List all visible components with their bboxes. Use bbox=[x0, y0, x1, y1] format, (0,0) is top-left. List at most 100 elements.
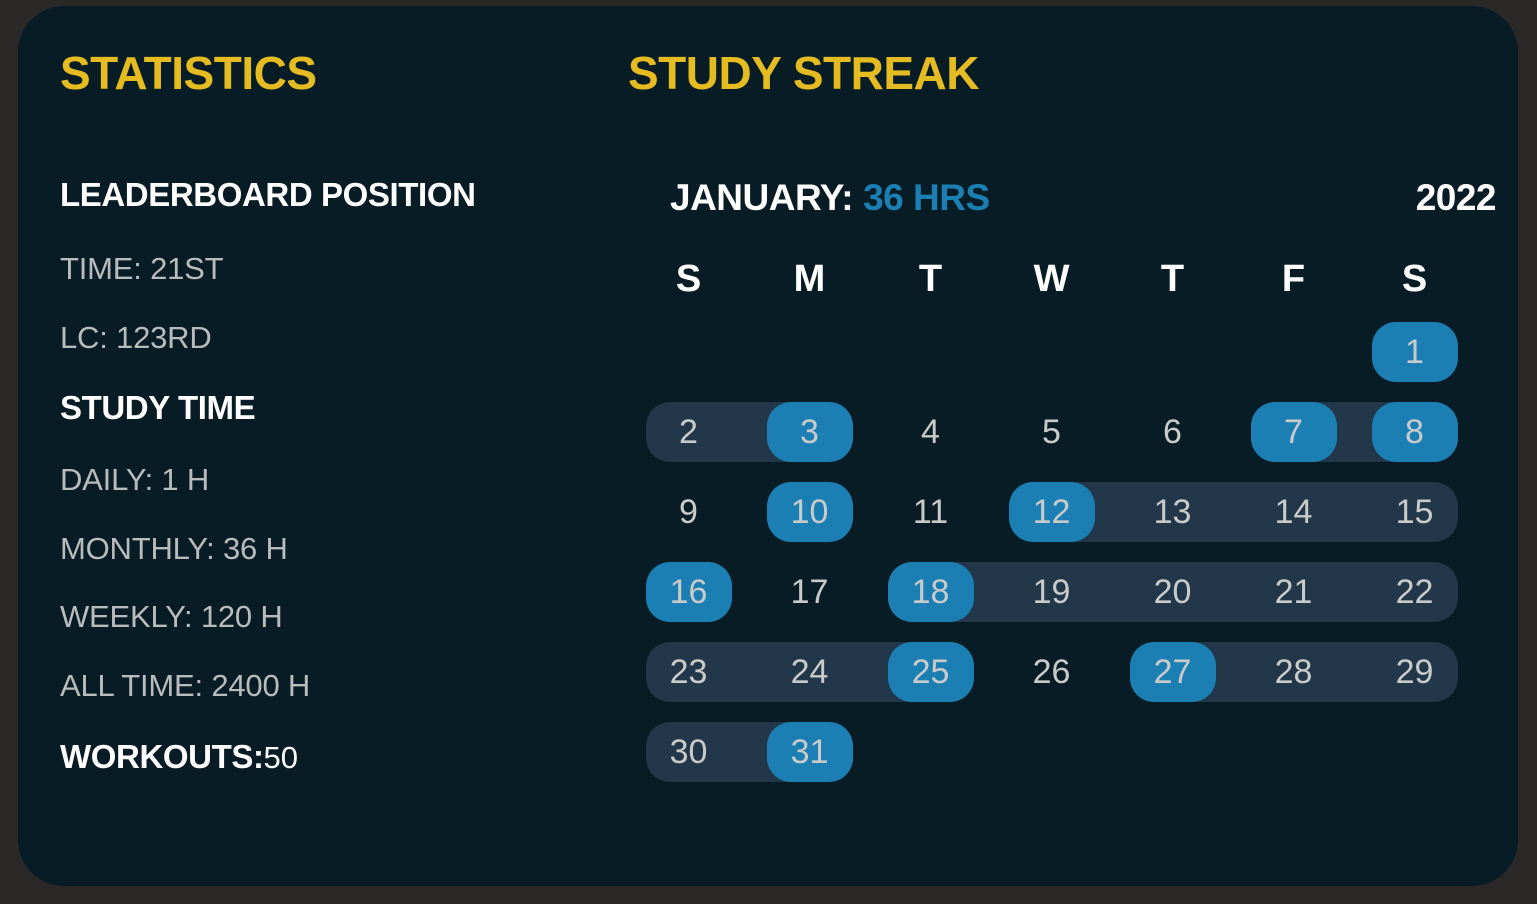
streak-month-label: JANUARY: bbox=[670, 177, 854, 218]
streak-active-pill bbox=[887, 642, 974, 702]
streak-active-pill bbox=[1371, 322, 1458, 382]
calendar-day-number: 28 bbox=[1274, 653, 1313, 691]
workouts-label: WORKOUTS: bbox=[60, 738, 264, 775]
calendar-day[interactable]: 22 bbox=[1354, 552, 1475, 632]
calendar-day-empty bbox=[749, 312, 870, 392]
stats-card: STATISTICS LEADERBOARD POSITION TIME: 21… bbox=[18, 6, 1518, 886]
calendar-day[interactable]: 30 bbox=[628, 712, 749, 792]
calendar-day[interactable]: 29 bbox=[1354, 632, 1475, 712]
calendar-day-number: 18 bbox=[911, 573, 950, 611]
calendar-day-empty bbox=[1112, 312, 1233, 392]
calendar-day[interactable]: 17 bbox=[749, 552, 870, 632]
calendar-day-number: 3 bbox=[800, 413, 819, 451]
workouts-row: WORKOUTS:50 bbox=[60, 740, 298, 773]
calendar-week-row: 9 10 11 12 13 14 15 bbox=[628, 472, 1496, 552]
calendar-day-active[interactable]: 25 bbox=[870, 632, 991, 712]
streak-year: 2022 bbox=[1415, 177, 1497, 218]
calendar-day[interactable]: 5 bbox=[991, 392, 1112, 472]
calendar-day-active[interactable]: 7 bbox=[1233, 392, 1354, 472]
calendar-day-active[interactable]: 18 bbox=[870, 552, 991, 632]
calendar-dow-cell: T bbox=[1112, 246, 1233, 312]
leaderboard-position-heading: LEADERBOARD POSITION bbox=[60, 176, 476, 213]
calendar-day-number: 25 bbox=[911, 653, 950, 691]
calendar-day-active[interactable]: 12 bbox=[991, 472, 1112, 552]
calendar-week-row: 16 17 18 19 20 21 22 bbox=[628, 552, 1496, 632]
calendar-day[interactable]: 15 bbox=[1354, 472, 1475, 552]
calendar-day-number: 26 bbox=[1032, 653, 1071, 691]
calendar-day-empty bbox=[1112, 712, 1233, 792]
calendar-dow-cell: W bbox=[991, 246, 1112, 312]
calendar-day-number: 16 bbox=[669, 573, 708, 611]
calendar-day-number: 24 bbox=[790, 653, 829, 691]
streak-subheader: JANUARY: 36 HRS 2022 bbox=[670, 175, 1497, 221]
study-time-row-monthly: MONTHLY: 36 H bbox=[60, 531, 288, 566]
calendar-day-number: 7 bbox=[1284, 413, 1303, 451]
calendar-day-number: 15 bbox=[1395, 493, 1434, 531]
calendar-day-number: 9 bbox=[679, 493, 698, 531]
calendar-day-number: 29 bbox=[1395, 653, 1434, 691]
calendar-day[interactable]: 2 bbox=[628, 392, 749, 472]
study-streak-panel: STUDY STREAK JANUARY: 36 HRS 2022 S M T W T F S… bbox=[628, 47, 1497, 782]
calendar-day-number: 31 bbox=[790, 733, 829, 771]
calendar-dow-cell: M bbox=[749, 246, 870, 312]
leaderboard-row-time: TIME: 21ST bbox=[60, 251, 224, 286]
calendar-day[interactable]: 13 bbox=[1112, 472, 1233, 552]
calendar-day-number: 20 bbox=[1153, 573, 1192, 611]
calendar-day-empty bbox=[870, 312, 991, 392]
streak-active-pill bbox=[1129, 642, 1216, 702]
calendar-day-active[interactable]: 3 bbox=[749, 392, 870, 472]
calendar-day-number: 13 bbox=[1153, 493, 1192, 531]
calendar-day-number: 19 bbox=[1032, 573, 1071, 611]
calendar-dow-label: S bbox=[675, 258, 702, 300]
calendar-day[interactable]: 21 bbox=[1233, 552, 1354, 632]
calendar-day-active[interactable]: 10 bbox=[749, 472, 870, 552]
statistics-title: STATISTICS bbox=[60, 47, 317, 99]
calendar-day-empty bbox=[991, 312, 1112, 392]
calendar-dow-label: F bbox=[1281, 258, 1306, 300]
calendar-dow-label: T bbox=[1160, 258, 1185, 300]
calendar-day-active[interactable]: 1 bbox=[1354, 312, 1475, 392]
calendar-day[interactable]: 20 bbox=[1112, 552, 1233, 632]
calendar-day[interactable]: 28 bbox=[1233, 632, 1354, 712]
calendar-day-empty bbox=[870, 712, 991, 792]
streak-range-track bbox=[887, 562, 1458, 622]
calendar-day-active[interactable]: 8 bbox=[1354, 392, 1475, 472]
calendar-week-row: 30 31 bbox=[628, 712, 1496, 792]
workouts-value: 50 bbox=[263, 740, 299, 775]
streak-active-pill bbox=[645, 562, 732, 622]
calendar-week-row: 2 3 4 5 6 7 8 bbox=[628, 392, 1496, 472]
calendar-day[interactable]: 14 bbox=[1233, 472, 1354, 552]
calendar-day[interactable]: 6 bbox=[1112, 392, 1233, 472]
calendar-day[interactable]: 19 bbox=[991, 552, 1112, 632]
calendar-day-number: 23 bbox=[669, 653, 708, 691]
calendar-day-active[interactable]: 31 bbox=[749, 712, 870, 792]
streak-active-pill bbox=[766, 402, 853, 462]
calendar-day-empty bbox=[1233, 712, 1354, 792]
calendar-day[interactable]: 9 bbox=[628, 472, 749, 552]
study-time-row-weekly: WEEKLY: 120 H bbox=[60, 599, 283, 634]
calendar-dow-cell: S bbox=[1354, 246, 1475, 312]
calendar-dow-label: T bbox=[918, 258, 943, 300]
calendar-dow-label: M bbox=[793, 258, 826, 300]
streak-active-pill bbox=[1008, 482, 1095, 542]
study-streak-title: STUDY STREAK bbox=[628, 47, 979, 99]
calendar-day[interactable]: 4 bbox=[870, 392, 991, 472]
statistics-panel: STATISTICS LEADERBOARD POSITION TIME: 21… bbox=[60, 47, 640, 773]
calendar-day[interactable]: 26 bbox=[991, 632, 1112, 712]
calendar-dow-label: W bbox=[1033, 258, 1070, 300]
calendar-day-active[interactable]: 27 bbox=[1112, 632, 1233, 712]
calendar-day-number: 6 bbox=[1163, 413, 1182, 451]
study-time-row-all-time: ALL TIME: 2400 H bbox=[60, 668, 311, 703]
calendar-day-number: 14 bbox=[1274, 493, 1313, 531]
calendar-day[interactable]: 23 bbox=[628, 632, 749, 712]
calendar-day-number: 1 bbox=[1405, 333, 1424, 371]
calendar-day-active[interactable]: 16 bbox=[628, 552, 749, 632]
calendar-day[interactable]: 24 bbox=[749, 632, 870, 712]
streak-calendar[interactable]: S M T W T F S 1 2 3 4 5 6 7 8 9 10 11 12 13 14 15 16 17 18 19 20 21… bbox=[628, 246, 1496, 792]
calendar-day[interactable]: 11 bbox=[870, 472, 991, 552]
calendar-day-number: 5 bbox=[1042, 413, 1061, 451]
study-time-heading: STUDY TIME bbox=[60, 389, 256, 426]
calendar-day-number: 2 bbox=[679, 413, 698, 451]
calendar-day-number: 30 bbox=[669, 733, 708, 771]
